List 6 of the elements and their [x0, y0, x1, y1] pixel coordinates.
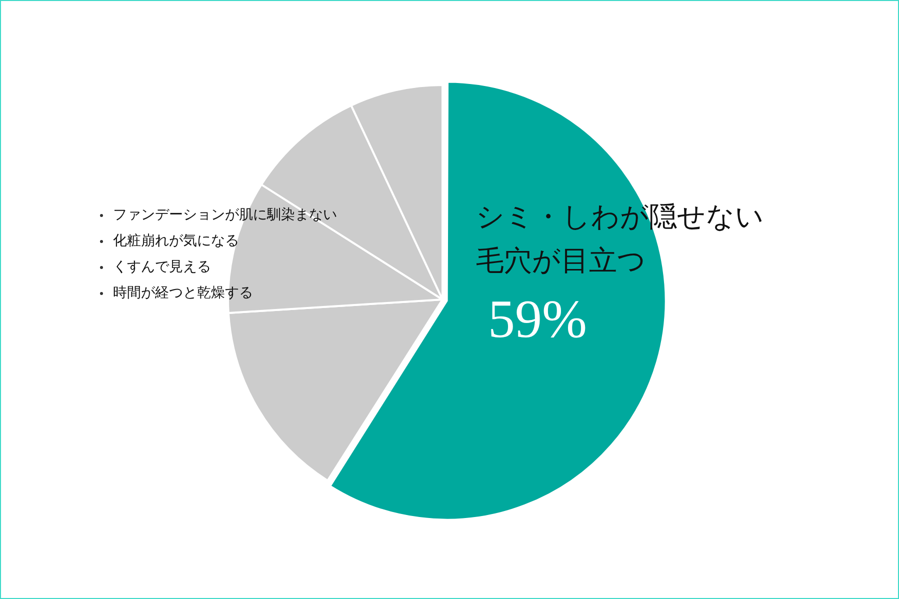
- slice-label: シミ・しわが隠せない毛穴が目立つ: [476, 201, 765, 279]
- text: 時間が経つと乾燥する: [113, 284, 253, 302]
- text: ファンデーションが肌に馴染まない: [113, 206, 337, 224]
- text: 化粧崩れが気になる: [113, 232, 239, 250]
- text: くすんで見える: [113, 259, 211, 276]
- data-label: 59%: [488, 288, 587, 350]
